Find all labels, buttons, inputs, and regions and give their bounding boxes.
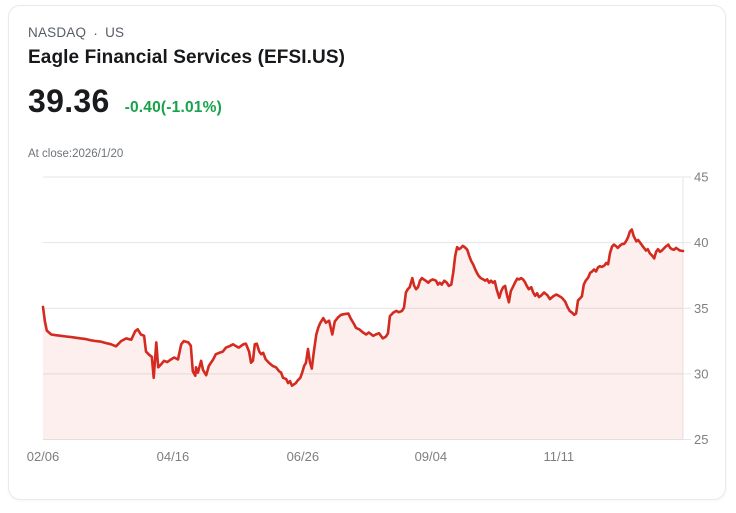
stock-title: Eagle Financial Services (EFSI.US) bbox=[28, 47, 346, 68]
y-axis-label-25: 25 bbox=[694, 432, 708, 447]
price-change: -0.40(-1.01%) bbox=[124, 99, 222, 116]
dot-separator: · bbox=[93, 25, 99, 41]
x-axis-label-06-26: 06/26 bbox=[287, 449, 320, 464]
exchange-label: NASDAQ bbox=[28, 25, 87, 40]
chart-area: 45 40 35 30 25 02/06 04/16 06/26 09/04 11/11 bbox=[9, 170, 726, 471]
x-axis-label-02-06: 02/06 bbox=[27, 449, 60, 464]
quote-header: NASDAQ · US Eagle Financial Services (EF… bbox=[9, 6, 725, 161]
y-axis-label-40: 40 bbox=[694, 235, 708, 250]
region-label: US bbox=[105, 25, 125, 40]
y-axis-label-45: 45 bbox=[694, 171, 708, 185]
stock-quote-card: NASDAQ · US Eagle Financial Services (EF… bbox=[8, 5, 726, 500]
x-axis-label-04-16: 04/16 bbox=[157, 449, 190, 464]
price-line bbox=[41, 228, 685, 387]
x-axis-label-09-04: 09/04 bbox=[415, 449, 448, 464]
y-axis-label-35: 35 bbox=[694, 301, 708, 316]
exchange-row: NASDAQ · US bbox=[28, 25, 725, 41]
price-chart[interactable]: 45 40 35 30 25 02/06 04/16 06/26 09/04 11/11 bbox=[9, 170, 726, 471]
close-info: At close:2026/1/20 bbox=[28, 148, 124, 160]
price-row: 39.36 -0.40(-1.01%) bbox=[28, 85, 725, 124]
y-axis-label-30: 30 bbox=[694, 366, 708, 381]
current-price: 39.36 bbox=[28, 83, 110, 119]
price-area-fill bbox=[43, 229, 683, 440]
x-axis-label-11-11: 11/11 bbox=[544, 449, 575, 464]
